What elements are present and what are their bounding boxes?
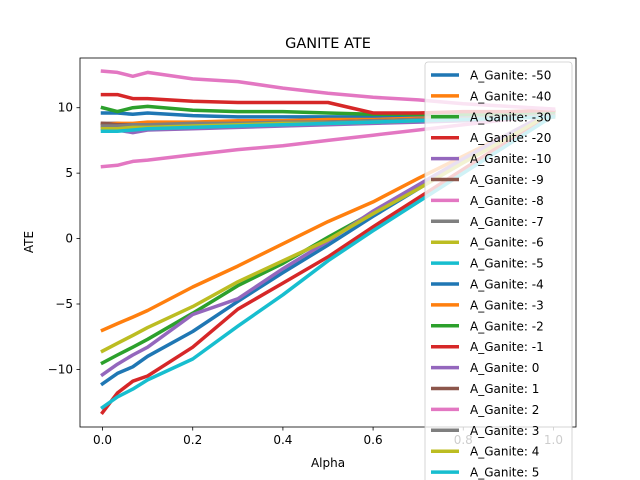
legend-entry-label: A_Ganite: -5 bbox=[470, 257, 544, 271]
x-tick-label: 0.2 bbox=[183, 433, 202, 447]
x-tick-label: 0.6 bbox=[364, 433, 383, 447]
y-axis-label: ATE bbox=[22, 231, 36, 253]
legend-entry-label: A_Ganite: -40 bbox=[470, 89, 551, 103]
legend-entry-label: A_Ganite: -9 bbox=[470, 173, 544, 187]
legend-box bbox=[424, 61, 573, 480]
legend-entry-label: A_Ganite: -30 bbox=[470, 110, 551, 124]
legend-entry-label: A_Ganite: 1 bbox=[470, 382, 539, 396]
legend-entry-label: A_Ganite: 5 bbox=[470, 466, 539, 480]
legend-entry-label: A_Ganite: -8 bbox=[470, 194, 544, 208]
legend: A_Ganite: -50 A_Ganite: -40 A_Ganite: -30 A… bbox=[424, 61, 573, 480]
legend-entry-label: A_Ganite: 0 bbox=[470, 361, 539, 375]
plot-frame bbox=[79, 57, 577, 428]
legend-entry-label: A_Ganite: -2 bbox=[470, 319, 544, 333]
legend-entry-label: A_Ganite: 4 bbox=[470, 445, 539, 459]
y-tick-label: 5 bbox=[65, 166, 73, 180]
legend-entry-label: A_Ganite: -4 bbox=[470, 278, 544, 292]
y-tick-label: 10 bbox=[58, 101, 73, 115]
legend-entry-label: A_Ganite: -20 bbox=[470, 131, 551, 145]
y-tick-label: −10 bbox=[48, 362, 73, 376]
legend-entry-label: A_Ganite: -1 bbox=[470, 340, 544, 354]
legend-entry-label: A_Ganite: -50 bbox=[470, 69, 551, 83]
x-axis-label: Alpha bbox=[311, 456, 345, 470]
y-axis-ticks: −10 −5 0 5 10 bbox=[48, 101, 80, 376]
chart-title: GANITE ATE bbox=[285, 36, 371, 52]
legend-entry-label: A_Ganite: 3 bbox=[470, 424, 539, 438]
x-tick-label: 0.4 bbox=[273, 433, 292, 447]
legend-entry-label: A_Ganite: 2 bbox=[470, 403, 539, 417]
legend-entry-label: A_Ganite: -3 bbox=[470, 298, 544, 312]
y-tick-label: 0 bbox=[65, 232, 73, 246]
legend-entry-label: A_Ganite: -7 bbox=[470, 215, 544, 229]
legend-entry-label: A_Ganite: -6 bbox=[470, 236, 544, 250]
legend-entry-label: A_Ganite: -10 bbox=[470, 152, 551, 166]
x-tick-label: 0.0 bbox=[93, 433, 112, 447]
y-tick-label: −5 bbox=[55, 297, 73, 311]
